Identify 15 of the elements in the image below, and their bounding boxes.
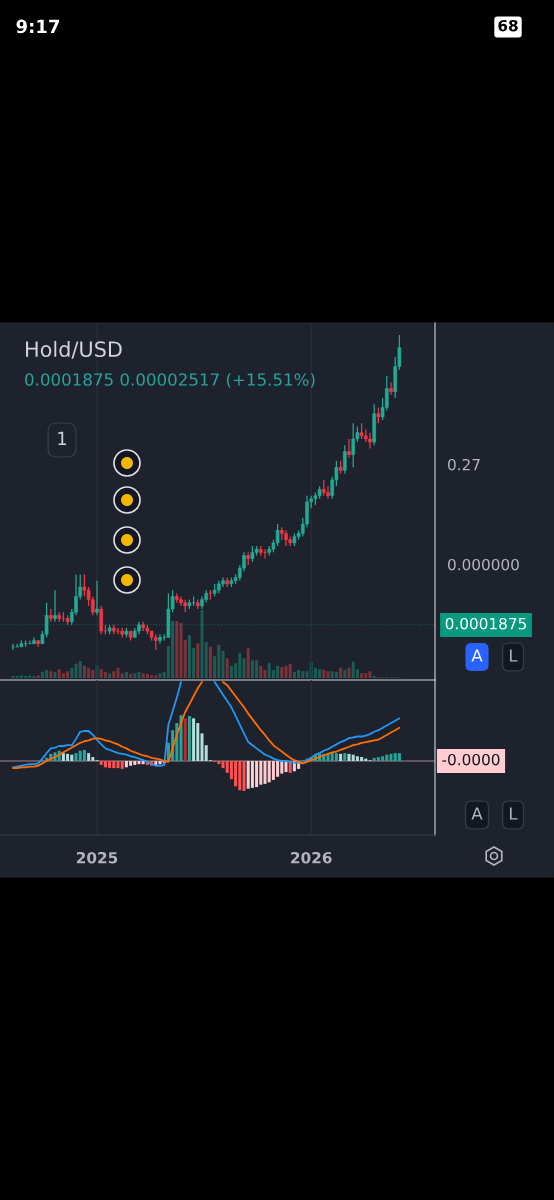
- text: 0.0001875 0.00002517 (+15.51%): [25, 372, 315, 388]
- text: A: [471, 807, 483, 820]
- text: 9:17: [16, 19, 60, 34]
- text: L: [509, 649, 518, 662]
- chart-title: Hold/USD: [26, 340, 122, 359]
- text: 0.0001875: [445, 617, 526, 630]
- x-tick-label: 2025: [76, 851, 118, 864]
- text: 0.27: [448, 458, 480, 471]
- text: 0.000000: [448, 558, 519, 571]
- x-tick-label: 2026: [291, 851, 332, 864]
- text: L: [509, 807, 518, 820]
- text: A: [471, 649, 483, 662]
- annotation: 1: [58, 431, 67, 445]
- ref-line-label: -0.0000: [442, 753, 500, 766]
- text: 68: [498, 19, 518, 32]
